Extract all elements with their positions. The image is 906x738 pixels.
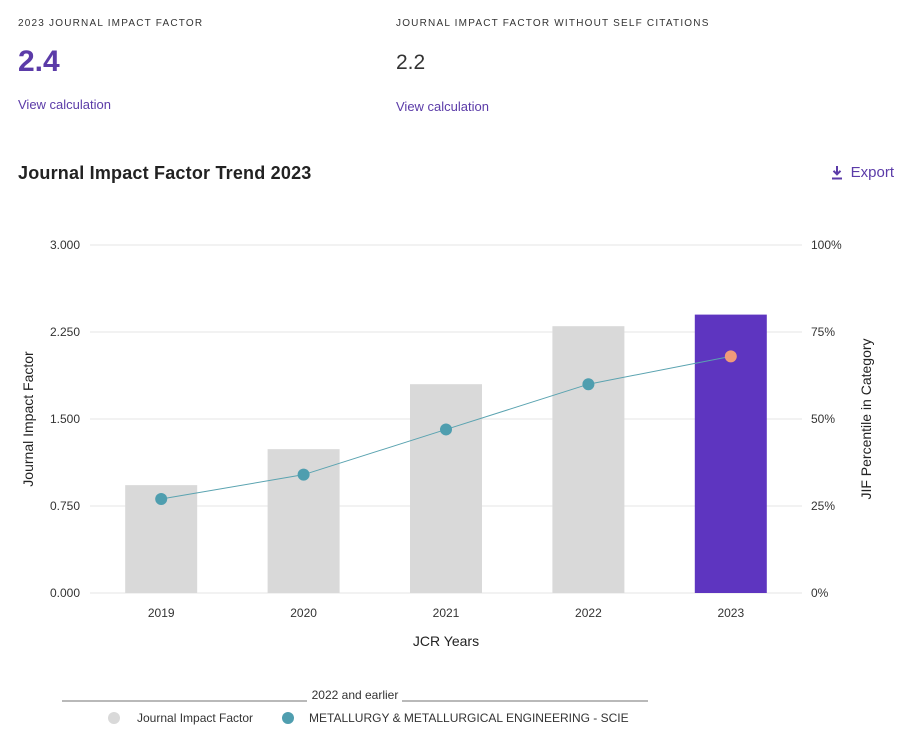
x-tick-label: 2021 <box>433 606 460 620</box>
download-icon <box>831 165 843 180</box>
jif-without-self-citations-label: JOURNAL IMPACT FACTOR WITHOUT SELF CITAT… <box>396 18 710 29</box>
view-calculation-link[interactable]: View calculation <box>18 97 111 112</box>
x-tick-label: 2022 <box>575 606 602 620</box>
y2-tick-label: 50% <box>811 412 835 426</box>
jif-without-self-citations-value: 2.2 <box>396 51 426 74</box>
jif-metric: 2023 JOURNAL IMPACT FACTOR 2.4 View calc… <box>18 18 203 112</box>
legend-swatch-jif <box>108 712 120 724</box>
percentile-point-2019 <box>155 493 168 506</box>
legend-swatch-category <box>282 712 294 724</box>
y-tick-label: 1.500 <box>50 412 80 426</box>
percentile-point-2022 <box>582 378 595 391</box>
y2-tick-label: 25% <box>811 499 835 513</box>
x-tick-label: 2019 <box>148 606 175 620</box>
bar-2021 <box>410 384 482 593</box>
bar-2022 <box>552 326 625 593</box>
y-tick-label: 2.250 <box>50 325 80 339</box>
y-tick-label: 3.000 <box>50 238 80 252</box>
view-calculation-link-2[interactable]: View calculation <box>396 99 489 114</box>
x-tick-label: 2023 <box>717 606 744 620</box>
export-button[interactable]: Export <box>831 164 894 181</box>
y2-tick-label: 75% <box>811 325 835 339</box>
y2-tick-label: 0% <box>811 586 829 600</box>
legend-label-category: METALLURGY & METALLURGICAL ENGINEERING -… <box>309 711 629 725</box>
x-tick-label: 2020 <box>290 606 317 620</box>
y-tick-label: 0.000 <box>50 586 80 600</box>
legend-label-jif: Journal Impact Factor <box>137 711 253 725</box>
percentile-point-2021 <box>440 423 452 436</box>
x-axis-title: JCR Years <box>413 633 479 649</box>
export-label: Export <box>850 164 894 181</box>
trend-title: Journal Impact Factor Trend 2023 <box>18 163 312 183</box>
jif-label: 2023 JOURNAL IMPACT FACTOR <box>18 18 204 29</box>
y2-axis-title: JIF Percentile in Category <box>858 338 874 499</box>
y-axis-title: Journal Impact Factor <box>20 351 36 487</box>
jif-value: 2.4 <box>18 45 60 78</box>
y2-tick-label: 100% <box>811 238 842 252</box>
percentile-point-2023 <box>724 350 737 363</box>
y-tick-label: 0.750 <box>50 499 80 513</box>
legend-title: 2022 and earlier <box>312 688 399 702</box>
jif-without-self-citations-metric: JOURNAL IMPACT FACTOR WITHOUT SELF CITAT… <box>396 18 710 114</box>
percentile-point-2020 <box>297 468 310 481</box>
